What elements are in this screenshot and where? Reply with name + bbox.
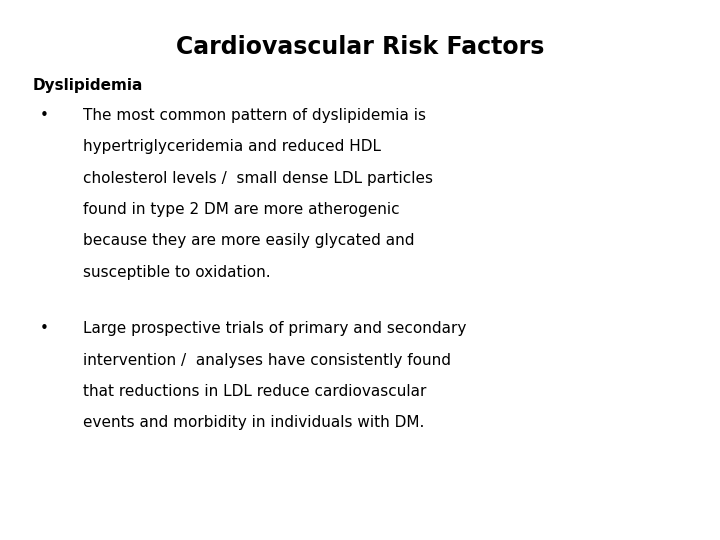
Text: because they are more easily glycated and: because they are more easily glycated an…: [83, 233, 414, 248]
Text: Large prospective trials of primary and secondary: Large prospective trials of primary and …: [83, 321, 466, 336]
Text: Cardiovascular Risk Factors: Cardiovascular Risk Factors: [176, 35, 544, 59]
Text: •: •: [40, 321, 48, 336]
Text: events and morbidity in individuals with DM.: events and morbidity in individuals with…: [83, 415, 424, 430]
Text: The most common pattern of dyslipidemia is: The most common pattern of dyslipidemia …: [83, 108, 426, 123]
Text: intervention /  analyses have consistently found: intervention / analyses have consistentl…: [83, 353, 451, 368]
Text: hypertriglyceridemia and reduced HDL: hypertriglyceridemia and reduced HDL: [83, 139, 381, 154]
Text: found in type 2 DM are more atherogenic: found in type 2 DM are more atherogenic: [83, 202, 400, 217]
Text: Dyslipidemia: Dyslipidemia: [32, 78, 143, 93]
Text: •: •: [40, 108, 48, 123]
Text: cholesterol levels /  small dense LDL particles: cholesterol levels / small dense LDL par…: [83, 171, 433, 186]
Text: susceptible to oxidation.: susceptible to oxidation.: [83, 265, 271, 280]
Text: that reductions in LDL reduce cardiovascular: that reductions in LDL reduce cardiovasc…: [83, 384, 426, 399]
